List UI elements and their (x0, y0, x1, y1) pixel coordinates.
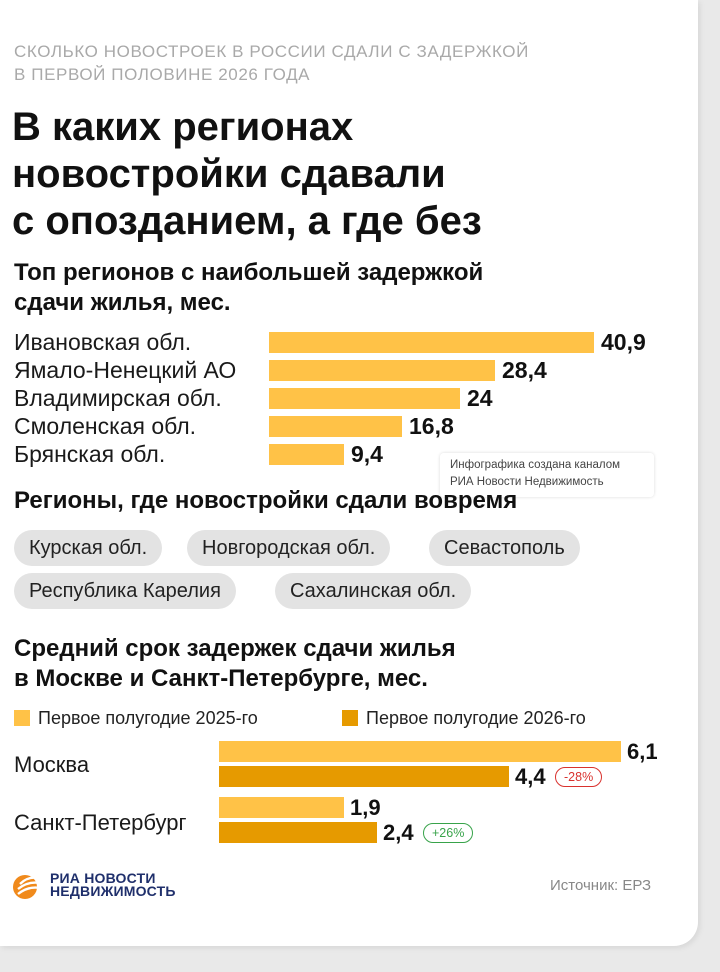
top-regions-title-line-1: Топ регионов с наибольшей задержкой (14, 259, 484, 286)
bar-category-label: Ямало-Ненецкий АО (14, 357, 237, 383)
bar-value-label: 2,4 (383, 820, 414, 845)
legend-item-2026: Первое полугодие 2026-го (342, 708, 586, 728)
logo-line-2: НЕДВИЖИМОСТЬ (50, 883, 176, 899)
bar-value-label: 4,4 (515, 764, 546, 789)
top-regions-title-line-2: сдачи жилья, мес. (14, 289, 231, 316)
top-regions-title: Топ регионов с наибольшей задержкой сдач… (14, 258, 674, 318)
bar-value-label: 6,1 (627, 739, 658, 764)
bar-row: Ямало-Ненецкий АО 28,4 (0, 357, 700, 383)
bar (219, 741, 621, 762)
change-badge: +26% (423, 823, 474, 843)
bar-value-label: 1,9 (350, 795, 381, 820)
bar-category-label: Брянская обл. (14, 441, 166, 467)
kicker-line-2: в первой половине 2026 года (14, 65, 311, 84)
region-chip: Курская обл. (14, 530, 163, 566)
city-label: Санкт-Петербург (14, 810, 187, 835)
bar-value-label: 9,4 (351, 441, 383, 467)
kicker: Сколько новостроек в России сдали с заде… (14, 40, 614, 86)
kicker-line-1: Сколько новостроек в России сдали с заде… (14, 42, 529, 61)
bar-value-label: 16,8 (409, 413, 454, 439)
source-note: Источник: ЕРЗ (550, 877, 652, 894)
region-chip: Республика Карелия (14, 573, 236, 609)
bar (219, 797, 344, 818)
bar (219, 766, 509, 787)
bar-row: Владимирская обл. 24 (0, 385, 700, 411)
bar (269, 416, 402, 437)
region-chip: Севастополь (429, 530, 580, 566)
bar (269, 332, 594, 353)
city-label: Москва (14, 752, 90, 777)
bar-row: Брянская обл. 9,4 (0, 441, 700, 467)
region-chip: Новгородская обл. (187, 530, 391, 566)
cities-title-line-2: в Москве и Санкт-Петербурге, мес. (14, 665, 428, 692)
logo-text: РИА НОВОСТИ НЕДВИЖИМОСТЬ (50, 870, 176, 899)
bar-value-label: 28,4 (502, 357, 547, 383)
bar-category-label: Смоленская обл. (14, 413, 197, 439)
cities-title: Средний срок задержек сдачи жилья в Моск… (14, 634, 674, 694)
change-badge: -28% (555, 767, 603, 787)
legend-label-2026: Первое полугодие 2026-го (366, 708, 586, 728)
bar-value-label: 24 (467, 385, 493, 411)
watermark-line-2: РИА Новости Недвижимость (450, 476, 604, 488)
bar-category-label: Ивановская обл. (14, 329, 192, 355)
infographic-card: Сколько новостроек в России сдали с заде… (0, 0, 698, 946)
logo-line-1: РИА НОВОСТИ (50, 870, 156, 886)
title-line-1: В каких регионах (12, 105, 354, 149)
watermark-line-1: Инфографика создана каналом (450, 459, 621, 471)
watermark: Инфографика создана каналом РИА Новости … (440, 453, 654, 497)
page-title: В каких регионах новостройки сдавали с о… (12, 104, 672, 245)
title-line-2: новостройки сдавали (12, 152, 446, 196)
bar-value-label: 40,9 (601, 329, 646, 355)
bar-category-label: Владимирская обл. (14, 385, 222, 411)
legend-label-2025: Первое полугодие 2025-го (38, 708, 258, 728)
bar (269, 388, 460, 409)
bar (269, 444, 344, 465)
bar (219, 822, 377, 843)
ria-logo: РИА НОВОСТИ НЕДВИЖИМОСТЬ (12, 868, 212, 904)
bar (269, 360, 495, 381)
title-line-3: с опозданием, а где без (12, 199, 482, 243)
legend-swatch-2026 (342, 710, 358, 726)
on-time-regions-title: Регионы, где новостройки сдали вовремя (14, 487, 518, 514)
region-chip: Сахалинская обл. (275, 573, 472, 609)
bar-row: Смоленская обл. 16,8 (0, 413, 700, 439)
legend-swatch-2025 (14, 710, 30, 726)
ria-novosti-logo-icon (13, 875, 41, 899)
cities-title-line-1: Средний срок задержек сдачи жилья (14, 635, 456, 662)
bar-row: Ивановская обл. 40,9 (0, 329, 700, 355)
legend-item-2025: Первое полугодие 2025-го (14, 708, 258, 728)
